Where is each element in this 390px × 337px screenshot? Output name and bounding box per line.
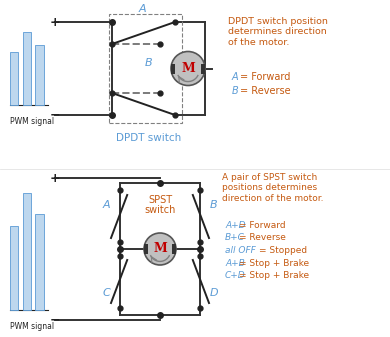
Bar (35, 45, 44, 105)
Text: B: B (232, 86, 239, 96)
Text: A: A (102, 200, 110, 210)
Text: +: + (50, 16, 60, 29)
Text: A: A (138, 4, 146, 14)
Text: +: + (50, 172, 60, 184)
Circle shape (144, 233, 176, 265)
Text: = Forward: = Forward (239, 221, 286, 230)
Circle shape (171, 52, 205, 86)
Text: A: A (232, 72, 239, 82)
Bar (172, 244, 176, 254)
Text: A+D: A+D (225, 221, 245, 230)
Text: all OFF: all OFF (225, 246, 256, 255)
Text: DPDT switch: DPDT switch (116, 133, 181, 143)
Text: = Forward: = Forward (240, 72, 291, 82)
Text: B: B (144, 59, 152, 68)
Text: A pair of SPST switch
positions determines
direction of the motor.: A pair of SPST switch positions determin… (222, 173, 323, 203)
Text: = Stop + Brake: = Stop + Brake (239, 258, 310, 268)
Text: D: D (210, 288, 218, 298)
Bar (10, 226, 18, 310)
Bar (35, 214, 44, 310)
Text: M: M (153, 243, 167, 255)
Text: PWM signal: PWM signal (10, 117, 54, 126)
Text: −: − (50, 313, 60, 327)
Text: A+B: A+B (225, 258, 245, 268)
Text: C: C (102, 288, 110, 298)
Text: = Stopped: = Stopped (259, 246, 307, 255)
Text: SPST: SPST (148, 195, 172, 205)
Text: DPDT switch position
determines direction
of the motor.: DPDT switch position determines directio… (228, 17, 328, 47)
Bar (23, 32, 31, 105)
Bar (10, 53, 18, 105)
Bar (23, 193, 31, 310)
Text: −: − (50, 109, 60, 122)
Text: B: B (210, 200, 218, 210)
Bar (144, 244, 148, 254)
Bar (171, 63, 175, 73)
Text: PWM signal: PWM signal (10, 322, 54, 331)
Text: = Reverse: = Reverse (239, 234, 286, 243)
Text: M: M (181, 62, 195, 75)
Text: = Stop + Brake: = Stop + Brake (239, 271, 310, 280)
Text: switch: switch (144, 205, 176, 215)
Text: B+C: B+C (225, 234, 245, 243)
Text: = Reverse: = Reverse (240, 86, 291, 96)
Bar (109, 14, 182, 123)
Text: C+D: C+D (225, 271, 246, 280)
Bar (201, 63, 205, 73)
